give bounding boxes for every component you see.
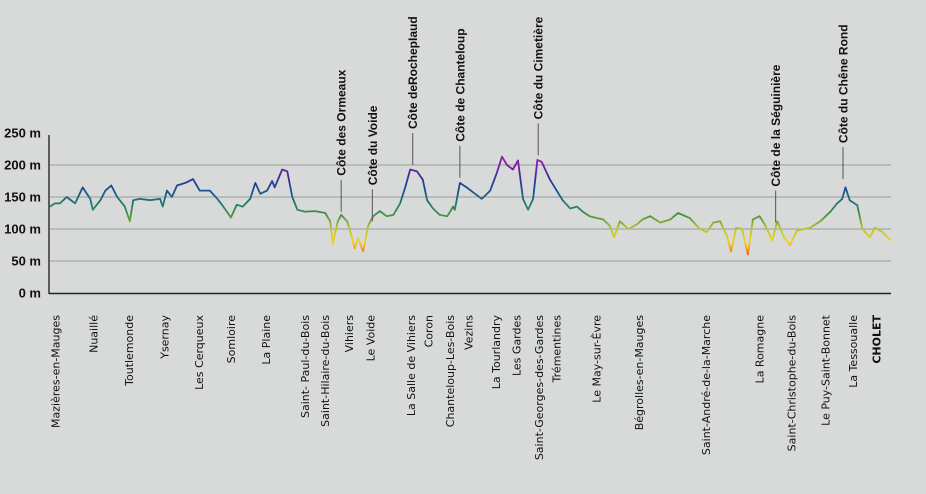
town-label: Vihiers (343, 315, 356, 353)
town-label: CHOLET (871, 315, 884, 364)
town-label: Ysernay (158, 315, 171, 360)
town-label: Somloire (225, 315, 238, 364)
town-label: Saint-André-de-la-Marche (700, 315, 713, 455)
climb-markers: Côte des Ormeaux Côte du Voide Côte deRoch… (335, 16, 851, 223)
town-label: Le Voide (365, 315, 378, 362)
town-label: Saint-Georges-des-Gardes (533, 315, 546, 460)
town-label: La Romagne (754, 315, 767, 384)
town-label: Saint- Paul-du-Bois (299, 315, 312, 418)
town-label: Saint-Hilaire-du-Bois (319, 315, 332, 427)
town-label: Toutlemonde (123, 315, 136, 387)
town-label: Le May-sur-Èvre (590, 315, 603, 403)
elevation-profile-line (49, 155, 892, 256)
y-tick-label: 250 m (4, 126, 41, 141)
town-label: Le Puy-Saint-Bonnet (819, 314, 832, 426)
town-label: La Tourlandry (490, 315, 503, 390)
y-tick-label: 0 m (19, 286, 41, 301)
y-tick-label: 150 m (4, 190, 41, 205)
y-tick-label: 200 m (4, 158, 41, 173)
climb-label: Côte deRochepIaud (406, 16, 420, 129)
town-label: Les Gardes (510, 315, 523, 376)
town-label: La Plaine (260, 315, 273, 365)
town-label: Chanteloup-Les-Bois (444, 315, 457, 427)
town-label: La Tessoualle (847, 315, 860, 388)
climb-label: Côte de la Séguinière (769, 64, 783, 186)
town-label: Coron (423, 315, 436, 347)
climb-label: Côte du Chêne Rond (837, 24, 851, 143)
y-tick-label: 50 m (11, 254, 41, 269)
town-label: Trémentines (551, 315, 564, 384)
climb-label: Côte de Chanteloup (453, 28, 467, 141)
town-label: Saint-Christophe-du-Bois (786, 315, 799, 452)
y-tick-label: 100 m (4, 222, 41, 237)
y-axis-ticks: 0 m 50 m 100 m 150 m 200 m 250 m (4, 126, 41, 301)
town-labels: Mazières-en-Mauges Nuaillé Toutlemonde Yser… (50, 314, 884, 460)
town-label: Mazières-en-Mauges (50, 315, 63, 428)
town-label: La Salle de Vihiers (405, 315, 418, 416)
town-label: Bégrolles-en-Mauges (633, 315, 646, 431)
town-label: Nuaillé (88, 315, 101, 353)
climb-label: Côte des Ormeaux (335, 69, 349, 175)
gridlines (49, 164, 891, 262)
climb-label: Côte du Voide (366, 105, 380, 185)
town-label: Les Cerqueux (193, 315, 206, 390)
town-label: Vezins (462, 315, 475, 350)
climb-label: Côte du Cimetière (532, 16, 546, 119)
